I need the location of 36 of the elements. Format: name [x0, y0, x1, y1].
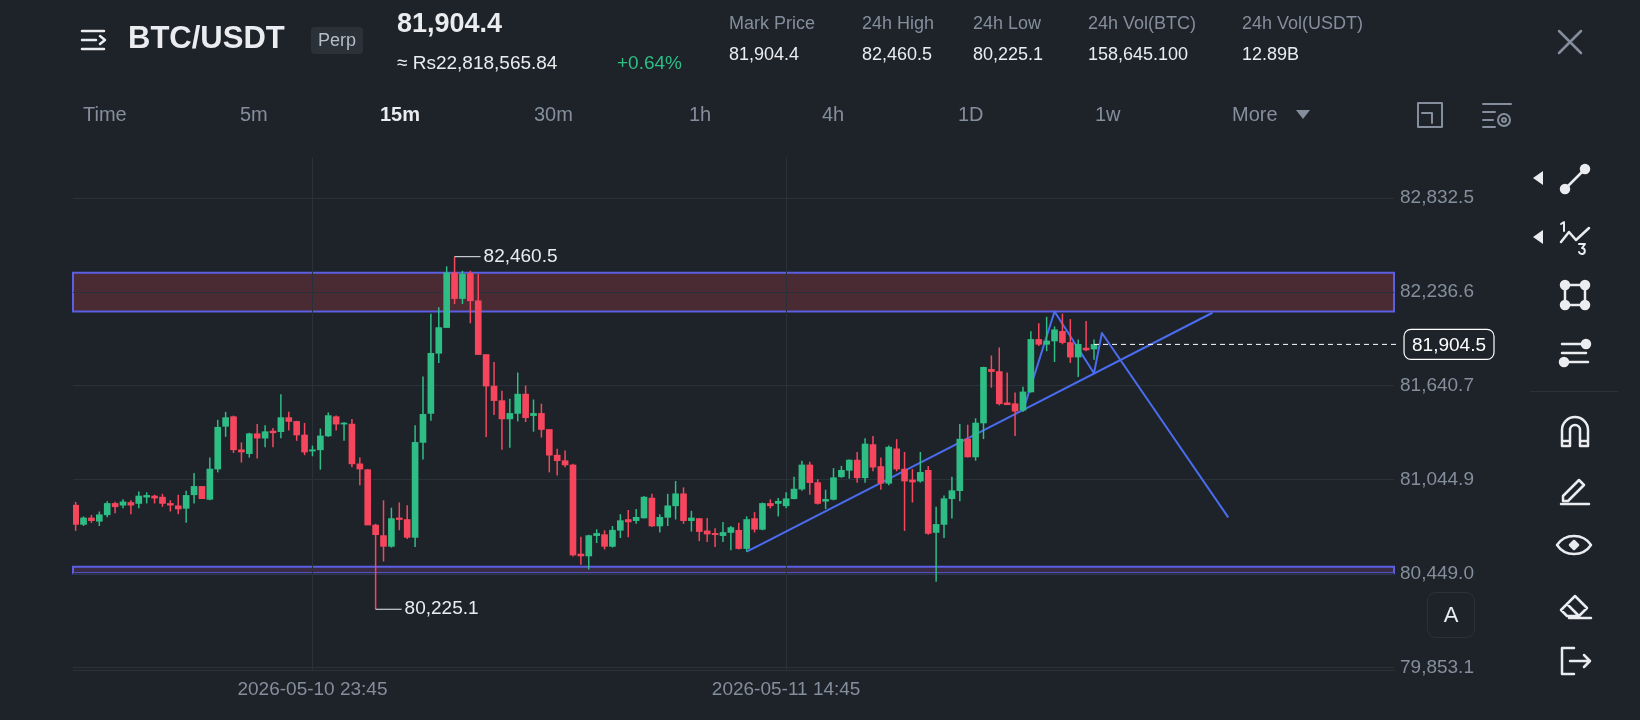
text: 4h — [822, 103, 845, 126]
y-tick-label: 82,236.6 — [1400, 280, 1474, 302]
text: 12.89B — [1242, 44, 1300, 65]
y-tick-label: 81,044.9 — [1400, 468, 1474, 490]
chart-title: BTC/USDT — [128, 20, 285, 56]
text: +0.64% — [617, 52, 682, 74]
y-tick-label: 82,832.5 — [1400, 186, 1474, 208]
text: 24h Low — [973, 13, 1042, 34]
text: 1D — [958, 103, 984, 126]
text: 15m — [380, 103, 421, 126]
text: Mark Price — [729, 13, 816, 34]
text: Time — [83, 103, 127, 126]
y-tick-label: 81,640.7 — [1400, 374, 1474, 396]
text: 24h High — [862, 13, 935, 34]
ref-line-label: 81,904.5 — [1412, 333, 1487, 355]
text: ≈ Rs22,818,565.84 — [397, 52, 558, 74]
text: A — [1427, 592, 1475, 638]
annotation: 82,460.5 — [483, 244, 558, 266]
text: 24h Vol(USDT) — [1242, 13, 1364, 34]
text: 82,460.5 — [862, 44, 933, 65]
text: 158,645.100 — [1088, 44, 1189, 65]
y-tick-label: 79,853.1 — [1400, 656, 1474, 678]
text: 80,225.1 — [973, 44, 1044, 65]
text: More — [1232, 103, 1278, 126]
text: 24h Vol(BTC) — [1088, 13, 1197, 34]
x-tick-label: 2026-05-11 14:45 — [711, 677, 861, 699]
y-tick-label: 80,449.0 — [1400, 562, 1474, 584]
text: 30m — [534, 103, 573, 126]
text: 81,904.4 — [397, 8, 503, 39]
text: 1h — [689, 103, 712, 126]
text: 81,904.4 — [729, 44, 800, 65]
text: 5m — [240, 103, 268, 126]
chart-subtitle: Perp — [311, 27, 364, 54]
x-tick-label: 2026-05-10 23:45 — [237, 677, 388, 699]
text: 1w — [1095, 103, 1121, 126]
annotation: 80,225.1 — [404, 597, 479, 619]
